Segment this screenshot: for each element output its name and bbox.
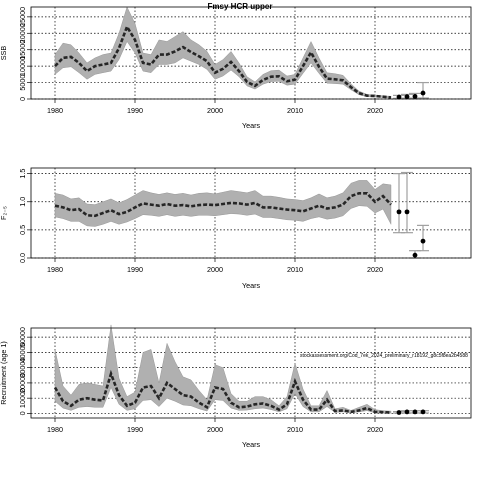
x-tick-label: 1990 (127, 265, 143, 274)
y-tick-label: 30000 (18, 358, 27, 378)
forecast-point (404, 409, 410, 415)
forecast-point (404, 209, 410, 215)
plot-frame (30, 327, 472, 419)
x-tick-label: 2020 (367, 265, 383, 274)
estimate-line (54, 192, 392, 218)
x-tick-label: 2010 (287, 425, 303, 434)
x-tick-label: 1980 (47, 265, 63, 274)
x-tick-label: 1990 (127, 425, 143, 434)
x-tick-label: 2000 (207, 425, 223, 434)
chart-panel-2: 1980 1990 2000 2010 2020 0.0 0.5 1.0 1.5 Years F₂₋… (0, 167, 472, 290)
x-axis-label: Years (242, 121, 261, 130)
forecast-point (412, 93, 418, 99)
confidence-band (54, 6, 392, 99)
x-tick-label: 1990 (127, 106, 143, 115)
x-axis-label: Years (242, 281, 261, 290)
y-tick-label: 10000 (18, 388, 27, 408)
forecast-point (412, 409, 418, 415)
x-tick-label: 2010 (287, 106, 303, 115)
estimate-line (54, 23, 392, 99)
forecast-point (420, 90, 426, 96)
y-tick-label: 0.5 (18, 225, 27, 235)
y-tick-label: 20000 (18, 23, 27, 43)
confidence-band (54, 324, 392, 414)
y-axis-label: F₂₋₅ (0, 206, 8, 220)
x-tick-label: 2000 (207, 106, 223, 115)
y-tick-label: 0 (18, 97, 27, 101)
forecast-point (420, 409, 426, 415)
y-tick-label: 5000 (18, 75, 27, 91)
x-tick-label: 1980 (47, 106, 63, 115)
x-axis-label: Years (242, 440, 261, 449)
forecast-point (412, 252, 418, 258)
forecast-point (396, 410, 402, 415)
forecast-point (420, 238, 426, 244)
chart-title: Fmsy HCR upper (208, 2, 273, 11)
forecast-point (396, 209, 402, 215)
y-tick-label: 15000 (18, 40, 27, 60)
y-tick-label: 40000 (18, 342, 27, 362)
x-tick-label: 2020 (367, 106, 383, 115)
source-annotation: stockassessment.org/Cod_7ek_2024_prelimi… (300, 353, 468, 359)
estimate-line (53, 369, 392, 414)
x-tick-label: 2000 (207, 265, 223, 274)
y-tick-label: 20000 (18, 373, 27, 393)
y-tick-label: 50000 (18, 327, 27, 347)
chart-panel-1: 1980 1990 2000 2010 2020 0 5000100001500020000… (0, 2, 472, 130)
y-axis-label: Recruitment (age 1) (0, 341, 8, 405)
forecast-point (404, 94, 410, 100)
y-tick-label: 1.0 (18, 197, 27, 207)
x-tick-label: 1980 (47, 425, 63, 434)
x-tick-label: 2020 (367, 425, 383, 434)
x-tick-label: 2010 (287, 265, 303, 274)
y-tick-label: 10000 (18, 56, 27, 76)
forecast-point (396, 94, 402, 100)
chart-panel-3: 1980 1990 2000 2010 2020 0 1000020000300004000… (0, 324, 472, 449)
plot-frame (30, 6, 472, 100)
y-tick-label: 0 (18, 411, 27, 415)
plot-frame (30, 167, 472, 259)
y-tick-label: 0.0 (18, 253, 27, 263)
y-axis-label: SSB (0, 46, 8, 61)
y-tick-label: 25000 (18, 7, 27, 27)
y-tick-label: 1.5 (18, 169, 27, 179)
